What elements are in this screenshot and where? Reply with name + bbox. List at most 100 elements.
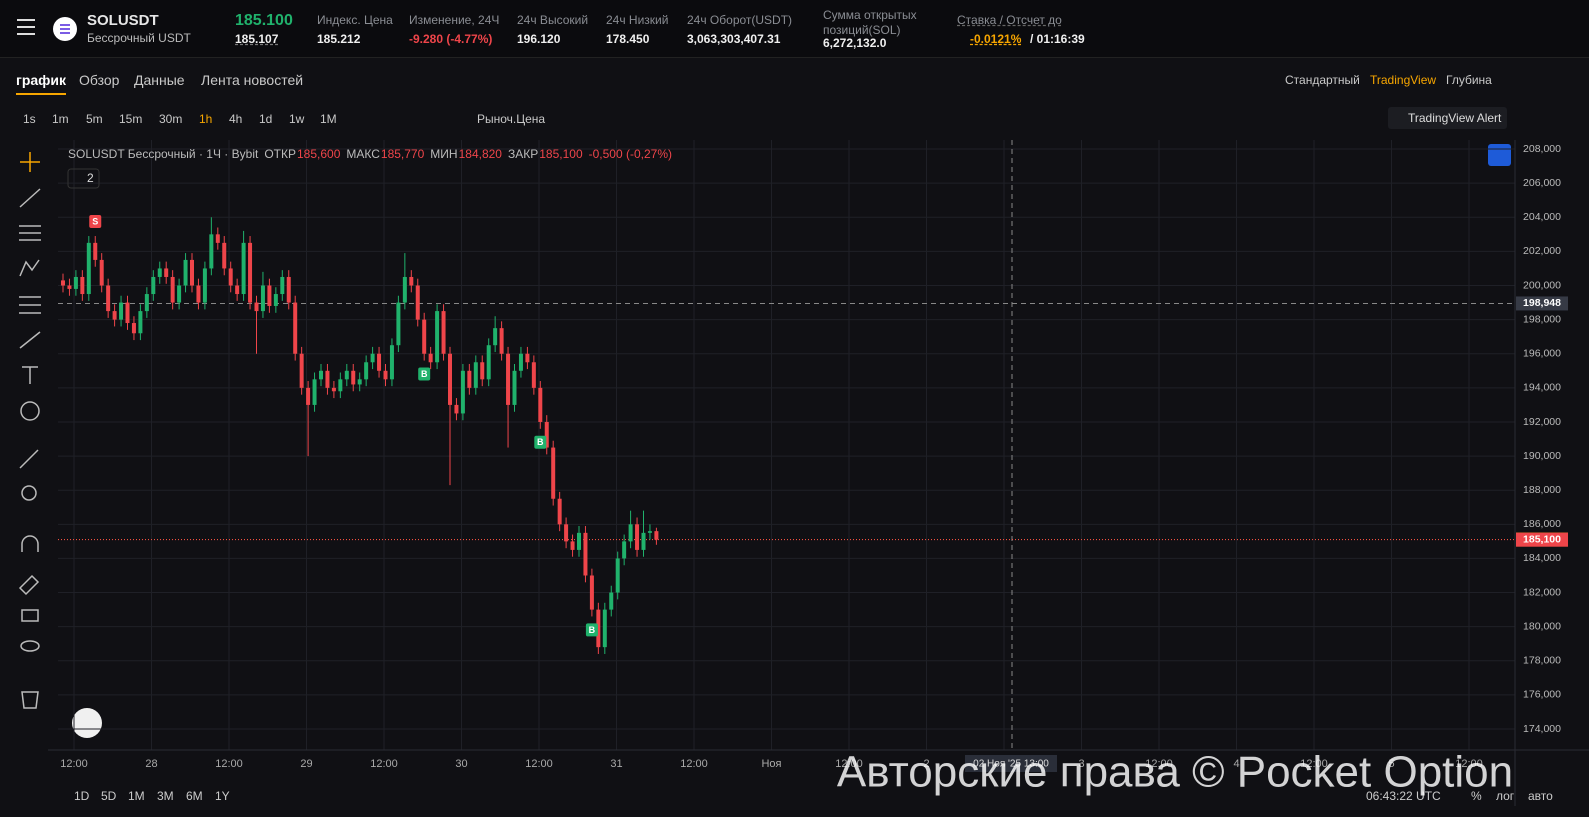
interval[interactable]: 1d [259,112,273,126]
candle-body [196,285,201,303]
scale-option[interactable]: % [1471,789,1482,803]
range-button[interactable]: 3M [157,789,174,803]
tab[interactable]: Данные [134,72,185,88]
candle-body [641,532,646,550]
candle-body [357,379,362,385]
stat-value: -9.280 (-4.77%) [409,32,493,46]
x-tick-label: 12:00 [1455,758,1483,770]
menu-icon[interactable] [16,18,36,36]
candle-body [512,370,517,405]
candle-body [454,404,459,414]
x-tick-label: 12:00 [835,758,863,770]
interval[interactable]: 1w [289,112,305,126]
interval[interactable]: 4h [229,112,243,126]
x-tick-label: 5 [1388,758,1394,770]
scale-option[interactable]: авто [1528,789,1553,803]
tab[interactable]: Лента новостей [201,72,304,88]
interval[interactable]: 1m [52,112,69,126]
legend: SOLUSDT Бессрочный · 1Ч · Bybit ОТКР185,6… [68,147,672,161]
crosshair-time-bg [965,755,1057,772]
stat-value: 6,272,132.0 [823,36,887,50]
candle-body [551,447,556,499]
candle-body [422,319,427,354]
candle-body [235,285,240,295]
candle-body [222,242,227,269]
view-option[interactable]: Глубина [1446,73,1492,87]
y-tick-label: 190,000 [1523,450,1561,462]
range-button[interactable]: 1D [74,789,90,803]
candle-body [628,524,633,542]
candle-body [435,311,440,363]
interval[interactable]: 1h [199,112,213,126]
price-tag [1516,296,1568,311]
sync-button[interactable] [1488,144,1511,166]
candle-body [202,268,207,303]
candle-body [273,294,278,306]
y-tick-label: 202,000 [1523,245,1561,257]
candle-body [312,379,317,405]
candle-body [402,276,407,303]
watermark: Авторские права © Pocket Option [837,748,1513,797]
candle-body [125,302,130,324]
x-tick-label: 12:00 [1145,758,1173,770]
candle-body [506,353,511,405]
coin-icon [53,17,77,41]
indicator-toggle[interactable] [67,168,100,189]
candle-body [441,311,446,354]
top-bar: SOLUSDT Бессрочный USDT 185.100 185.107 … [0,0,1589,58]
signal-marker [585,623,598,637]
range-button[interactable]: 1Y [215,789,230,803]
ohlc-label: ОТКР [264,147,296,161]
legend-change: -0,500 (-0,27%) [589,147,672,161]
candle-body [389,345,394,380]
tab[interactable]: Обзор [79,72,120,88]
candle-body [99,259,104,286]
tab[interactable]: график [16,72,67,95]
price-type[interactable]: Рыноч.Цена [477,112,546,126]
candle-body [396,302,401,346]
candle-body [564,524,569,542]
candle-body [144,294,149,312]
candle-body [577,532,581,550]
view-option[interactable]: Стандартный [1285,73,1360,87]
range-button[interactable]: 6M [186,789,203,803]
candle-body [480,362,485,380]
y-tick-label: 178,000 [1523,655,1561,667]
candle-body [190,259,194,286]
interval[interactable]: 5m [86,112,103,126]
interval[interactable]: 30m [159,112,183,126]
candle-body [306,387,311,405]
y-tick-label: 188,000 [1523,484,1561,496]
range-button[interactable]: 5D [101,789,117,803]
scale-option[interactable]: лог [1496,789,1515,803]
candle-body [602,609,607,648]
stat-label: 24ч Оборот(USDT) [687,13,793,27]
candle-body [131,323,136,334]
interval[interactable]: 1M [320,112,337,126]
x-tick-label: 29 [300,758,312,770]
candle-body [351,370,356,385]
candle-body [493,328,498,346]
y-tick-label: 200,000 [1523,279,1561,291]
alert-button[interactable]: TradingView Alert [1388,107,1508,129]
view-option[interactable]: TradingView [1370,73,1437,87]
stat-label: Индекс. Цена [317,13,393,27]
x-tick-label: 28 [145,758,157,770]
stat-value: 178.450 [606,32,650,46]
candle-body [344,370,349,380]
interval[interactable]: 1s [23,112,36,126]
y-tick-label: 176,000 [1523,689,1561,701]
ohlc-label: ЗАКР [508,147,538,161]
candle-body [647,531,652,533]
tv-logo[interactable] [72,708,102,738]
price-tag-label: 198,948 [1523,297,1561,309]
candle-body [409,276,414,286]
y-tick-label: 198,000 [1523,313,1561,325]
symbol[interactable]: SOLUSDT [87,12,159,29]
candle-body [267,285,272,306]
stat-value: 3,063,303,407.31 [687,32,781,46]
interval[interactable]: 15m [119,112,143,126]
range-button[interactable]: 1M [128,789,145,803]
